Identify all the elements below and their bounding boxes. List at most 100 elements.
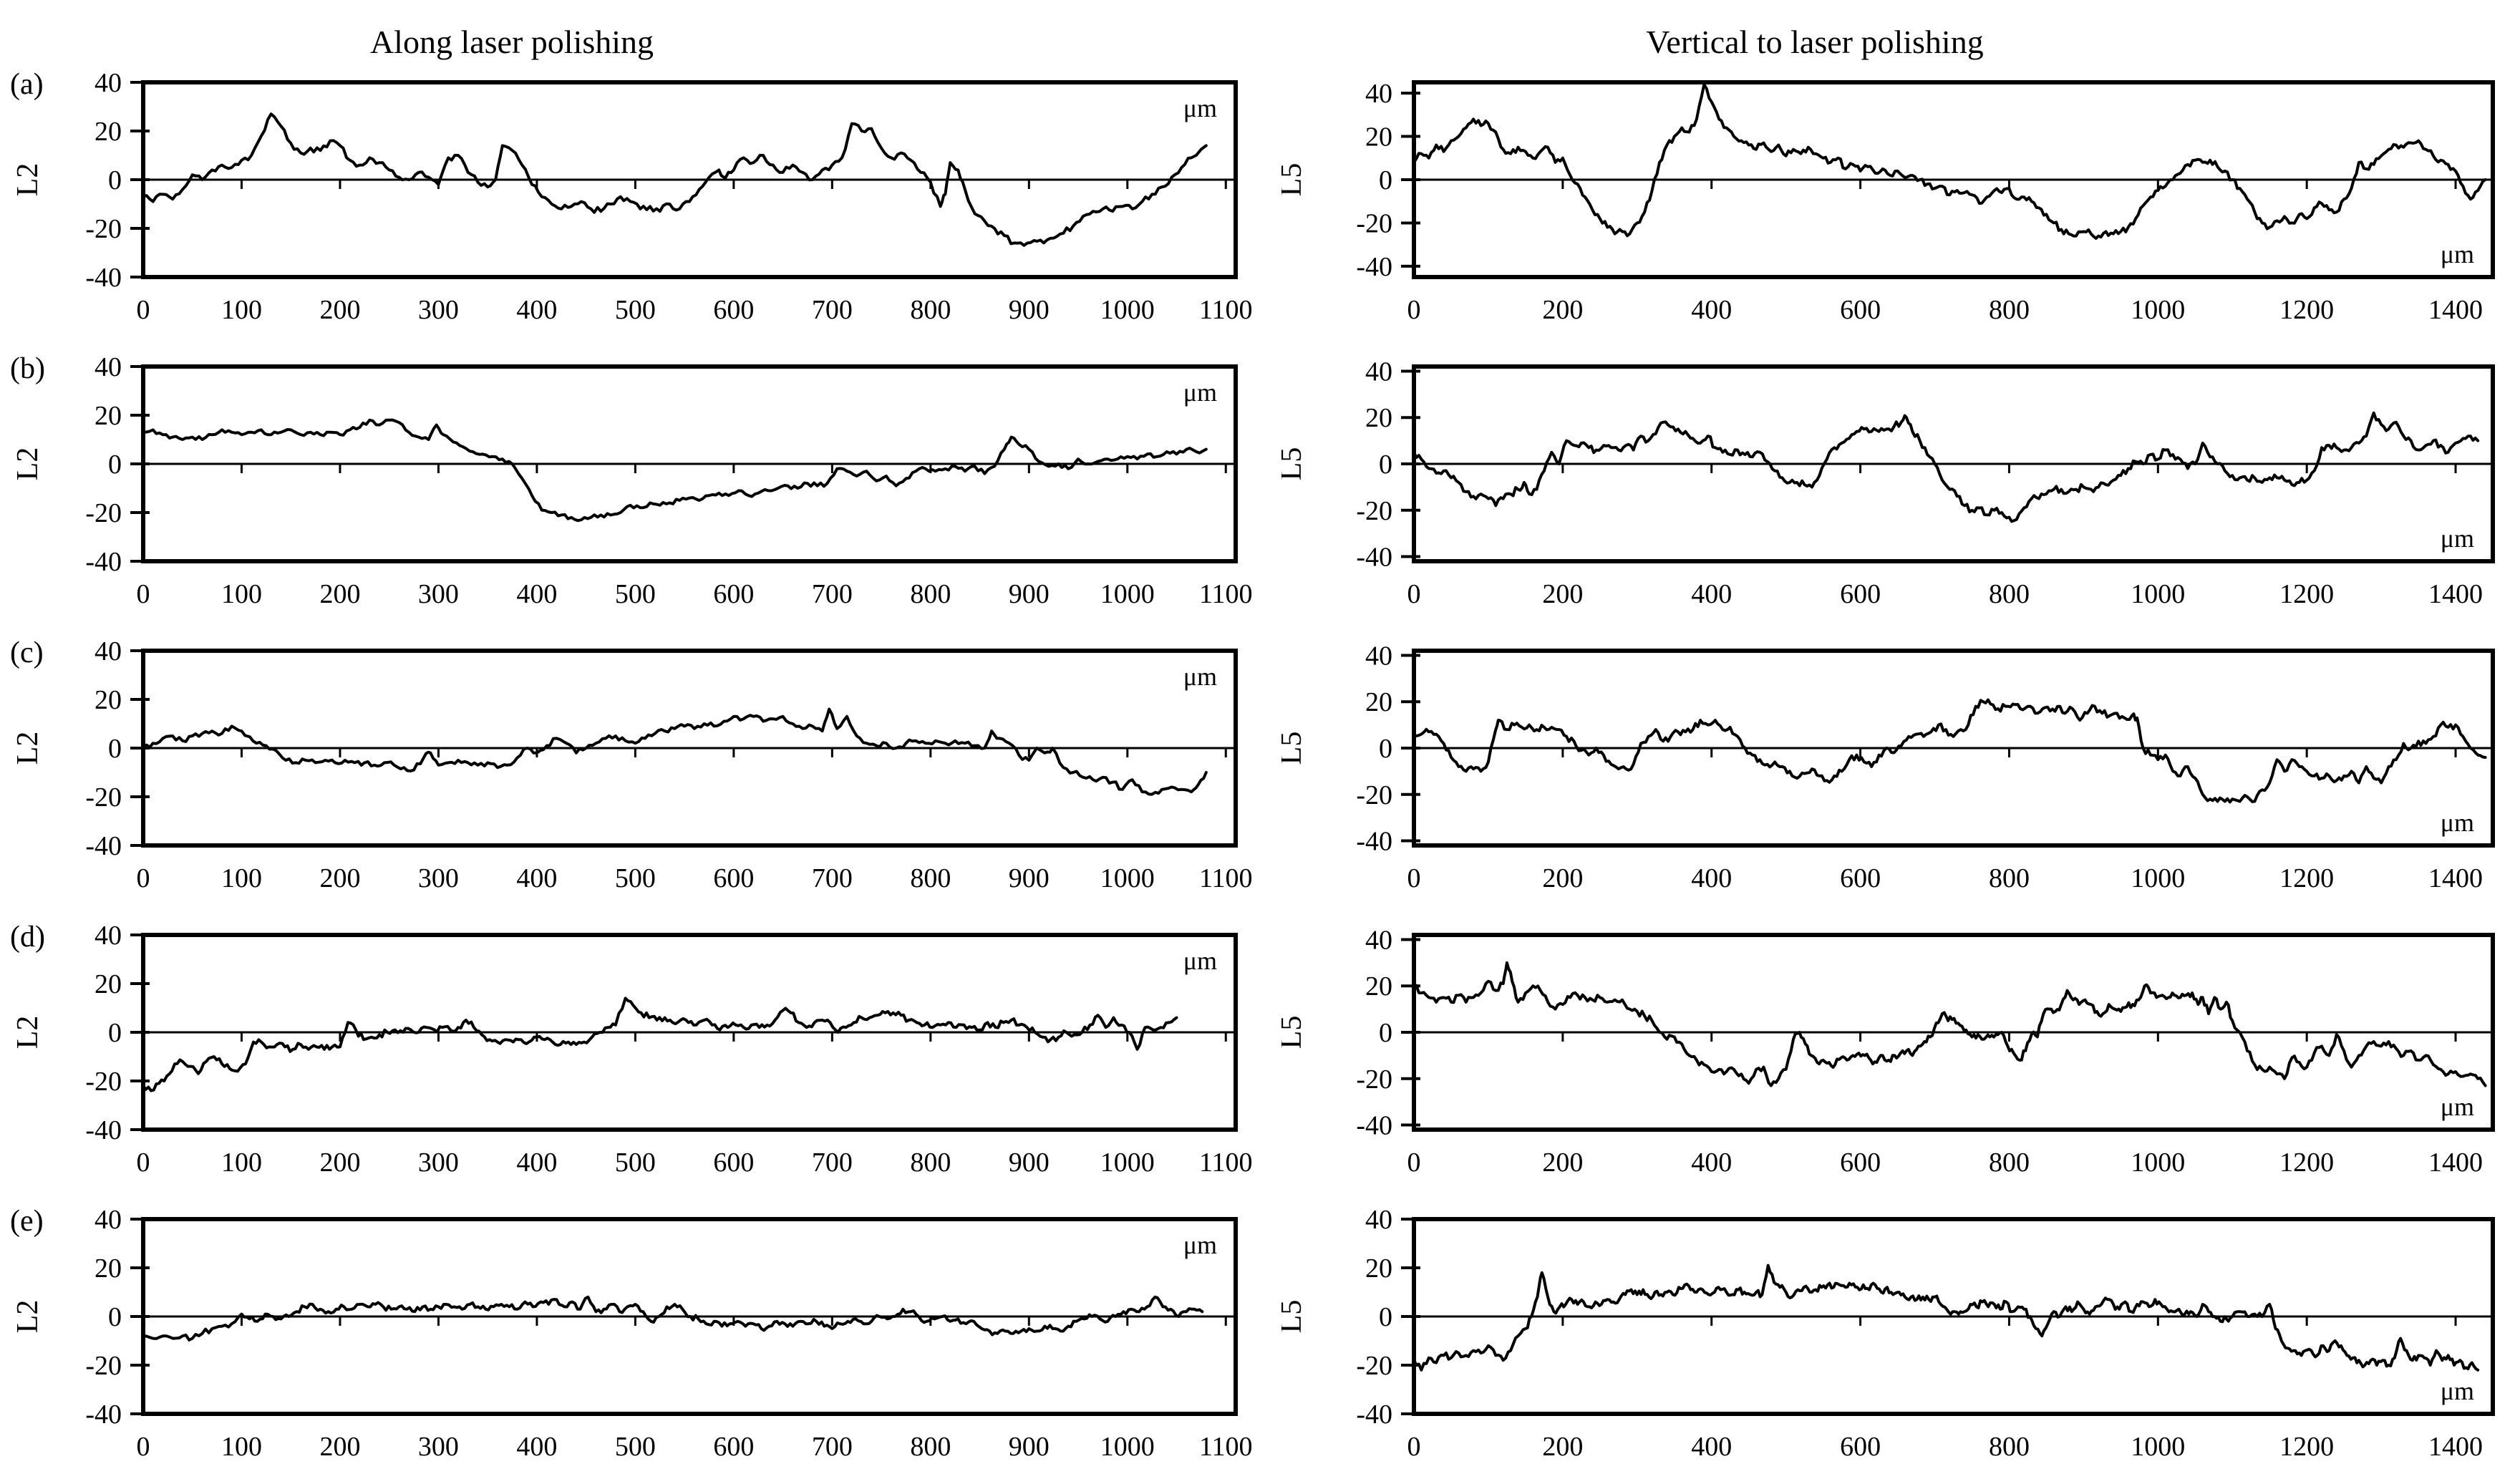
- y-axis-label: L2: [11, 732, 44, 765]
- svg-text:600: 600: [713, 295, 754, 325]
- svg-text:800: 800: [910, 1148, 951, 1178]
- unit-label: μm: [2441, 240, 2474, 268]
- svg-text:1100: 1100: [1199, 1432, 1253, 1462]
- svg-text:300: 300: [418, 579, 459, 609]
- svg-text:900: 900: [1009, 1432, 1050, 1462]
- svg-text:0: 0: [1407, 579, 1421, 609]
- svg-text:-40: -40: [1356, 543, 1392, 573]
- svg-text:900: 900: [1009, 579, 1050, 609]
- y-axis-label: L2: [11, 1300, 44, 1334]
- profile-trace: [142, 707, 1208, 796]
- svg-text:400: 400: [516, 579, 557, 609]
- svg-text:1400: 1400: [2428, 579, 2483, 609]
- svg-text:1400: 1400: [2428, 1432, 2483, 1462]
- svg-text:200: 200: [319, 295, 360, 325]
- y-axis-label: L5: [1281, 732, 1308, 765]
- x-tick-marks: [240, 1032, 1227, 1042]
- svg-text:-20: -20: [85, 1067, 122, 1097]
- svg-text:1000: 1000: [2131, 1432, 2185, 1462]
- svg-text:0: 0: [137, 863, 150, 893]
- svg-text:-20: -20: [85, 1351, 122, 1381]
- svg-text:200: 200: [1542, 579, 1583, 609]
- row-label: (a): [10, 68, 44, 101]
- x-tick-marks: [1561, 464, 2457, 473]
- y-axis-label: L2: [11, 447, 44, 481]
- svg-text:40: 40: [95, 1205, 122, 1235]
- svg-text:400: 400: [1691, 295, 1732, 325]
- svg-text:900: 900: [1009, 1148, 1050, 1178]
- x-tick-labels: 0 200 400 600 800 1000 1200 1400: [1407, 1432, 2483, 1462]
- svg-text:40: 40: [1365, 925, 1392, 955]
- y-tick-labels: 40 20 0 -20 -40: [1356, 1205, 1392, 1430]
- unit-label: μm: [2441, 524, 2474, 553]
- profile-trace: [1412, 698, 2487, 804]
- y-tick-marks: [1401, 92, 1420, 268]
- svg-text:1000: 1000: [1100, 295, 1155, 325]
- y-tick-marks: [1401, 369, 1420, 558]
- svg-text:500: 500: [615, 1148, 656, 1178]
- svg-text:300: 300: [418, 1432, 459, 1462]
- unit-label: μm: [1183, 378, 1217, 407]
- svg-text:-40: -40: [85, 1115, 122, 1145]
- svg-text:0: 0: [1379, 734, 1392, 764]
- svg-text:300: 300: [418, 863, 459, 893]
- row-label: (d): [10, 921, 45, 954]
- row-label: (e): [10, 1205, 44, 1238]
- svg-text:400: 400: [1691, 1148, 1732, 1178]
- svg-text:200: 200: [1542, 295, 1583, 325]
- x-tick-labels: 0 100 200 300 400 500 600 700 800 900 1000 1100: [137, 1148, 1253, 1178]
- svg-text:700: 700: [812, 579, 853, 609]
- svg-text:1100: 1100: [1199, 863, 1253, 893]
- unit-label: μm: [2441, 808, 2474, 837]
- row-label: (c): [10, 636, 44, 669]
- svg-text:200: 200: [319, 579, 360, 609]
- y-tick-marks: [130, 933, 150, 1131]
- svg-text:600: 600: [713, 863, 754, 893]
- svg-text:40: 40: [95, 352, 122, 382]
- svg-text:1200: 1200: [2279, 863, 2334, 893]
- plot-frame: [1412, 364, 2495, 563]
- svg-text:-40: -40: [1356, 1111, 1392, 1141]
- svg-text:200: 200: [1542, 863, 1583, 893]
- column-title-vertical: Vertical to laser polishing: [1646, 24, 1984, 60]
- svg-text:300: 300: [418, 1148, 459, 1178]
- unit-label: μm: [2441, 1377, 2474, 1405]
- svg-text:200: 200: [1542, 1148, 1583, 1178]
- svg-text:1000: 1000: [2131, 1148, 2185, 1178]
- y-tick-labels: 40 20 0 -20 -40: [85, 921, 122, 1145]
- svg-text:800: 800: [910, 863, 951, 893]
- y-tick-labels: 40 20 0 -20 -40: [1356, 79, 1392, 282]
- y-tick-marks: [1401, 654, 1420, 843]
- svg-text:800: 800: [1989, 1148, 2030, 1178]
- y-axis-label: L5: [1281, 1016, 1308, 1049]
- svg-text:100: 100: [221, 295, 262, 325]
- svg-text:0: 0: [1379, 450, 1392, 480]
- svg-text:40: 40: [1365, 357, 1392, 387]
- svg-text:200: 200: [319, 1148, 360, 1178]
- svg-text:-20: -20: [1356, 780, 1392, 810]
- y-axis-label: L5: [1281, 447, 1308, 481]
- plot-frame: [141, 1217, 1238, 1416]
- x-tick-labels: 0 200 400 600 800 1000 1200 1400: [1407, 579, 2483, 609]
- svg-text:0: 0: [1379, 165, 1392, 195]
- svg-text:0: 0: [137, 579, 150, 609]
- svg-text:20: 20: [95, 969, 122, 999]
- x-tick-labels: 0 200 400 600 800 1000 1200 1400: [1407, 295, 2483, 325]
- unit-label: μm: [1183, 1231, 1217, 1259]
- svg-text:20: 20: [95, 685, 122, 715]
- svg-text:0: 0: [108, 165, 122, 195]
- svg-text:0: 0: [108, 1302, 122, 1332]
- profile-trace: [142, 112, 1208, 247]
- plot-frame: [141, 364, 1238, 563]
- x-tick-marks: [1561, 1316, 2457, 1326]
- plot-frame: [1412, 649, 2495, 848]
- y-tick-labels: 40 20 0 -20 -40: [85, 1205, 122, 1430]
- x-tick-marks: [240, 748, 1227, 757]
- svg-text:700: 700: [812, 295, 853, 325]
- svg-text:1200: 1200: [2279, 1432, 2334, 1462]
- svg-text:1400: 1400: [2428, 295, 2483, 325]
